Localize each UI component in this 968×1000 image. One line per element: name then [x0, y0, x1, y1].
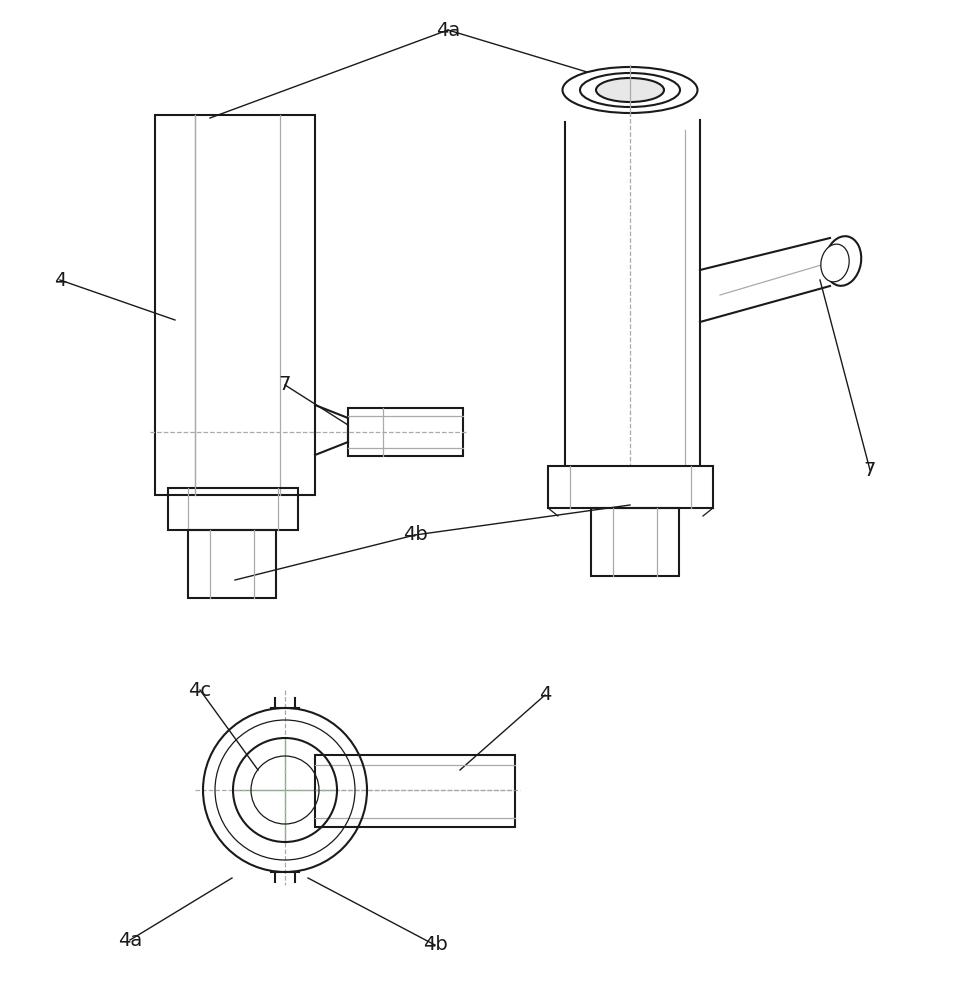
- Bar: [591, 508, 679, 576]
- Ellipse shape: [580, 73, 680, 107]
- Text: 4a: 4a: [436, 20, 460, 39]
- Ellipse shape: [562, 67, 698, 113]
- Text: 4: 4: [54, 270, 66, 290]
- Ellipse shape: [596, 78, 664, 102]
- Bar: [188, 530, 276, 598]
- Text: 7: 7: [863, 460, 876, 480]
- Text: 4c: 4c: [189, 680, 212, 700]
- Text: 4a: 4a: [118, 930, 142, 950]
- Ellipse shape: [825, 236, 862, 286]
- Text: 4b: 4b: [423, 936, 447, 954]
- Bar: [548, 466, 713, 508]
- Text: 4b: 4b: [403, 526, 428, 544]
- Bar: [155, 115, 315, 495]
- Text: 4: 4: [539, 686, 551, 704]
- Bar: [315, 755, 515, 827]
- Bar: [168, 488, 298, 530]
- Text: 7: 7: [279, 375, 291, 394]
- Ellipse shape: [821, 244, 849, 282]
- Bar: [348, 408, 463, 456]
